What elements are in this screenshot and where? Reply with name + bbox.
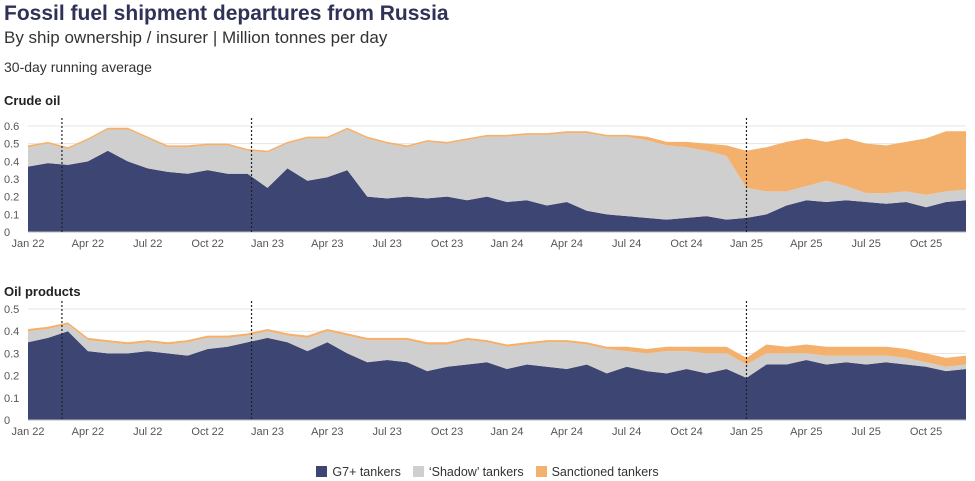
y-tick-label: 0.4 (4, 156, 19, 168)
y-tick-label: 0.6 (4, 121, 19, 133)
legend-item: G7+ tankers (316, 465, 401, 479)
x-tick-label: Jan 24 (490, 426, 523, 438)
panel-oil-products: Oil products 0 0.1 0.2 0.3 0.4 0.5 Jan 22 Apr 22… (4, 284, 966, 438)
x-tick-label: Apr 25 (790, 238, 822, 250)
x-tick-label: Oct 23 (431, 426, 463, 438)
x-tick-label: Jul 25 (852, 426, 881, 438)
x-tick-label: Jan 23 (251, 426, 284, 438)
x-tick-label: Oct 22 (191, 238, 223, 250)
x-tick-label: Apr 23 (311, 238, 343, 250)
y-tick-label: 0.1 (4, 209, 19, 221)
y-tick-label: 0.5 (4, 304, 19, 316)
x-tick-label: Jan 22 (11, 426, 44, 438)
x-tick-label: Jan 25 (730, 238, 763, 250)
x-tick-label: Oct 23 (431, 238, 463, 250)
x-tick-label: Jan 25 (730, 426, 763, 438)
legend: G7+ tankers ‘Shadow’ tankers Sanctioned ta… (0, 465, 975, 479)
y-tick-label: 0.2 (4, 371, 19, 383)
y-tick-label: 0 (4, 415, 10, 427)
x-tick-label: Oct 25 (910, 426, 942, 438)
x-tick-label: Jul 23 (373, 238, 402, 250)
legend-swatch (412, 466, 424, 477)
x-tick-label: Apr 22 (72, 426, 104, 438)
x-tick-label: Apr 24 (551, 426, 583, 438)
legend-swatch (535, 466, 547, 477)
panel-title: Oil products (4, 284, 81, 299)
shadow-area (28, 324, 966, 378)
x-tick-label: Jul 22 (133, 238, 162, 250)
g7-area (28, 331, 966, 420)
chart-note: 30-day running average (4, 59, 152, 75)
x-tick-label: Jul 24 (612, 426, 641, 438)
y-tick-label: 0.1 (4, 393, 19, 405)
legend-swatch (316, 466, 328, 477)
chart-subtitle: By ship ownership / insurer | Million to… (4, 28, 388, 47)
y-tick-label: 0.4 (4, 326, 19, 338)
x-tick-label: Jul 25 (852, 238, 881, 250)
legend-label: G7+ tankers (332, 465, 401, 479)
x-tick-label: Jul 22 (133, 426, 162, 438)
x-tick-label: Oct 24 (670, 426, 702, 438)
x-tick-label: Apr 22 (72, 238, 104, 250)
legend-label: ‘Shadow’ tankers (428, 465, 524, 479)
x-tick-label: Apr 23 (311, 426, 343, 438)
x-tick-label: Jan 22 (11, 238, 44, 250)
legend-item: Sanctioned tankers (535, 465, 659, 479)
g7-area (28, 150, 966, 232)
y-tick-label: 0.2 (4, 192, 19, 204)
x-tick-label: Apr 24 (551, 238, 583, 250)
x-tick-label: Apr 25 (790, 426, 822, 438)
panel-title: Crude oil (4, 93, 60, 108)
y-tick-label: 0.5 (4, 139, 19, 151)
x-tick-label: Jul 23 (373, 426, 402, 438)
x-tick-label: Jan 23 (251, 238, 284, 250)
chart-canvas: Crude oil 0 0.1 0.2 0.3 0.4 0.5 0.6 Jan 22 Apr 22… (4, 93, 966, 438)
shadow-area (28, 129, 966, 220)
y-tick-label: 0 (4, 227, 10, 239)
y-tick-label: 0.3 (4, 348, 19, 360)
x-tick-label: Jan 24 (490, 238, 523, 250)
x-tick-label: Oct 24 (670, 238, 702, 250)
x-tick-label: Jul 24 (612, 238, 641, 250)
legend-label: Sanctioned tankers (551, 465, 659, 479)
legend-item: ‘Shadow’ tankers (412, 465, 524, 479)
sanctioned-area (28, 127, 966, 195)
x-tick-label: Oct 25 (910, 238, 942, 250)
chart-title: Fossil fuel shipment departures from Rus… (4, 2, 449, 25)
panel-crude-oil: Crude oil 0 0.1 0.2 0.3 0.4 0.5 0.6 Jan 22 Apr 22… (4, 93, 966, 250)
sanctioned-area (28, 322, 966, 367)
y-tick-label: 0.3 (4, 174, 19, 186)
x-tick-label: Oct 22 (191, 426, 223, 438)
